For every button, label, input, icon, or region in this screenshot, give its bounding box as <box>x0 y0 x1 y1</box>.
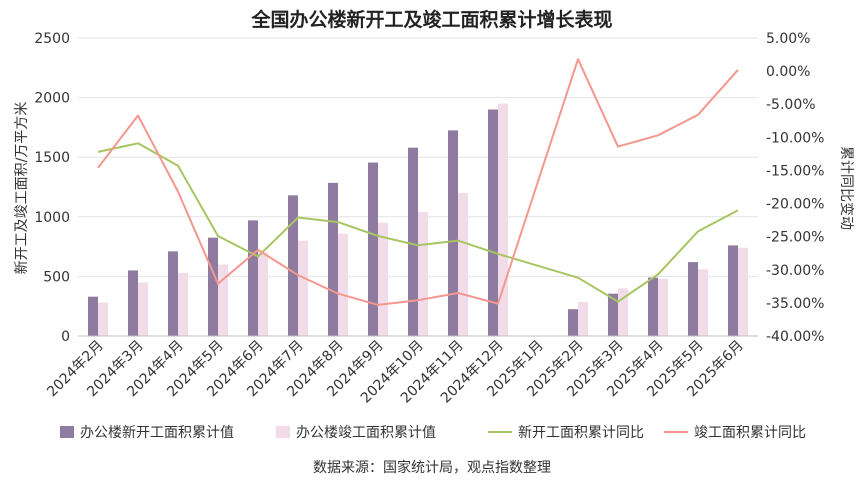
right-axis-title: 累计同比变动 <box>838 146 854 230</box>
legend-swatch <box>276 426 290 438</box>
left-tick-label: 2500 <box>34 31 70 47</box>
right-tick-label: -20.00% <box>766 197 824 213</box>
legend-label: 新开工面积累计同比 <box>518 425 644 441</box>
right-tick-label: -5.00% <box>766 97 816 113</box>
right-tick-label: -10.00% <box>766 130 824 146</box>
line-new-start-yoy <box>97 142 739 303</box>
legend: 办公楼新开工面积累计值 办公楼竣工面积累计值 新开工面积累计同比 竣工面积累计同比 <box>60 425 806 441</box>
bar-completed <box>498 103 508 336</box>
bar-completed <box>378 222 388 336</box>
bar-completed <box>458 192 468 336</box>
bar-new-start <box>408 147 418 336</box>
left-tick-label: 1000 <box>34 210 70 226</box>
bar-new-start <box>248 220 258 336</box>
left-tick-label: 1500 <box>34 150 70 166</box>
bar-completed <box>98 302 108 336</box>
bar-new-start <box>168 251 178 336</box>
bar-new-start <box>208 237 218 336</box>
right-tick-label: -25.00% <box>766 230 824 246</box>
bar-completed <box>738 247 748 336</box>
bar-new-start <box>288 195 298 336</box>
bar-new-start <box>368 162 378 336</box>
legend-label: 竣工面积累计同比 <box>694 425 806 441</box>
right-tick-label: -40.00% <box>766 329 824 345</box>
right-tick-label: -15.00% <box>766 163 824 179</box>
bar-new-start <box>728 245 738 336</box>
bar-new-start <box>488 109 498 337</box>
bar-new-start <box>328 182 338 336</box>
right-tick-label: 0.00% <box>766 64 810 80</box>
data-source-note: 数据来源：国家统计局，观点指数整理 <box>313 459 551 476</box>
legend-label: 办公楼竣工面积累计值 <box>296 425 436 441</box>
bar-completed <box>138 282 148 336</box>
bar-completed <box>218 264 228 336</box>
x-axis: 2024年2月2024年3月2024年4月2024年5月2024年6月2024年… <box>44 335 758 406</box>
bar-completed <box>298 240 308 336</box>
right-axis: -40.00% -35.00% -30.00% -25.00% -20.00% -15.0… <box>766 31 824 345</box>
left-tick-label: 0 <box>61 329 70 345</box>
bar-completed <box>618 288 628 336</box>
line-completed-yoy <box>97 58 739 306</box>
right-tick-label: -30.00% <box>766 263 824 279</box>
right-tick-label: 5.00% <box>766 31 810 47</box>
left-axis: 0 500 1000 1500 2000 2500 <box>34 31 70 345</box>
legend-label: 办公楼新开工面积累计值 <box>80 425 234 441</box>
bar-new-start <box>568 309 578 336</box>
bar-completed <box>418 212 428 336</box>
left-axis-title: 新开工及竣工面积/万平方米 <box>14 102 30 275</box>
bars <box>88 103 748 337</box>
bar-completed <box>578 302 588 336</box>
bar-completed <box>178 272 188 336</box>
bar-new-start <box>88 296 98 336</box>
bar-new-start <box>648 277 658 336</box>
bar-completed <box>338 233 348 336</box>
bar-new-start <box>448 130 458 336</box>
bar-completed <box>658 278 668 336</box>
lines <box>97 58 739 306</box>
left-tick-label: 2000 <box>34 91 70 107</box>
right-tick-label: -35.00% <box>766 296 824 312</box>
bar-new-start <box>608 293 618 336</box>
bar-new-start <box>128 270 138 336</box>
left-tick-label: 500 <box>43 269 70 285</box>
bar-completed <box>698 269 708 336</box>
legend-swatch <box>60 426 74 438</box>
bar-new-start <box>688 262 698 336</box>
bar-completed <box>258 252 268 336</box>
chart-title: 全国办公楼新开工及竣工面积累计增长表现 <box>250 8 612 31</box>
